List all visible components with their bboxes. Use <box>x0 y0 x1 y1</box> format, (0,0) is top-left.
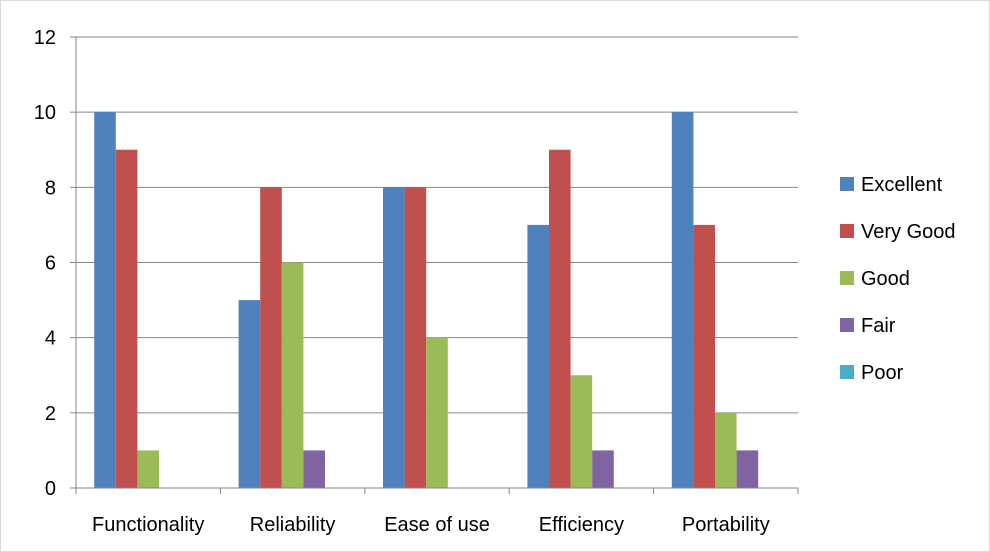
bar-excellent-efficiency <box>527 224 549 488</box>
y-tick-label: 2 <box>45 403 56 425</box>
legend-swatch-poor <box>840 365 854 379</box>
y-tick-label: 6 <box>45 253 56 275</box>
bar-fair-reliability <box>303 450 325 488</box>
legend: Excellent Very Good Good Fair Poor <box>840 174 956 384</box>
legend-swatch-very-good <box>840 224 854 238</box>
x-tick-label: Reliability <box>250 514 336 536</box>
axes <box>70 36 799 494</box>
y-tick-label: 12 <box>34 27 56 49</box>
bar-fair-efficiency <box>592 450 614 488</box>
bar-excellent-portability <box>671 112 694 489</box>
bar-fair-portability <box>736 450 759 488</box>
bar-very-good-portability <box>693 224 715 488</box>
legend-swatch-fair <box>840 318 854 332</box>
y-tick-label: 0 <box>45 478 56 500</box>
bar-very-good-ease-of-use <box>404 187 427 489</box>
legend-label: Excellent <box>861 174 943 196</box>
y-tick-label: 8 <box>45 177 56 199</box>
bar-excellent-functionality <box>94 112 116 489</box>
bar-very-good-functionality <box>115 149 138 488</box>
y-axis-tick-labels: 0 2 4 6 8 10 12 <box>34 27 56 500</box>
x-tick-label: Functionality <box>92 514 204 536</box>
bar-good-functionality <box>137 450 159 488</box>
legend-swatch-good <box>840 271 854 285</box>
y-tick-label: 4 <box>45 328 56 350</box>
bar-excellent-ease-of-use <box>383 187 405 489</box>
bar-excellent-reliability <box>238 300 261 488</box>
x-tick-label: Efficiency <box>539 514 624 536</box>
bar-very-good-reliability <box>260 187 282 489</box>
bar-very-good-efficiency <box>549 149 571 488</box>
x-axis-tick-labels: Functionality Reliability Ease of use Effic… <box>92 514 770 536</box>
bar-good-portability <box>715 412 737 488</box>
legend-label: Very Good <box>861 221 956 243</box>
bar-good-reliability <box>281 262 304 488</box>
legend-label: Good <box>861 268 910 290</box>
bar-good-efficiency <box>570 375 593 488</box>
y-tick-label: 10 <box>34 102 56 124</box>
legend-label: Fair <box>861 315 896 337</box>
legend-swatch-excellent <box>840 177 854 191</box>
x-tick-label: Portability <box>682 514 770 536</box>
bar-good-ease-of-use <box>426 337 448 488</box>
x-tick-label: Ease of use <box>384 514 490 536</box>
legend-label: Poor <box>861 362 904 384</box>
bars <box>94 112 759 489</box>
